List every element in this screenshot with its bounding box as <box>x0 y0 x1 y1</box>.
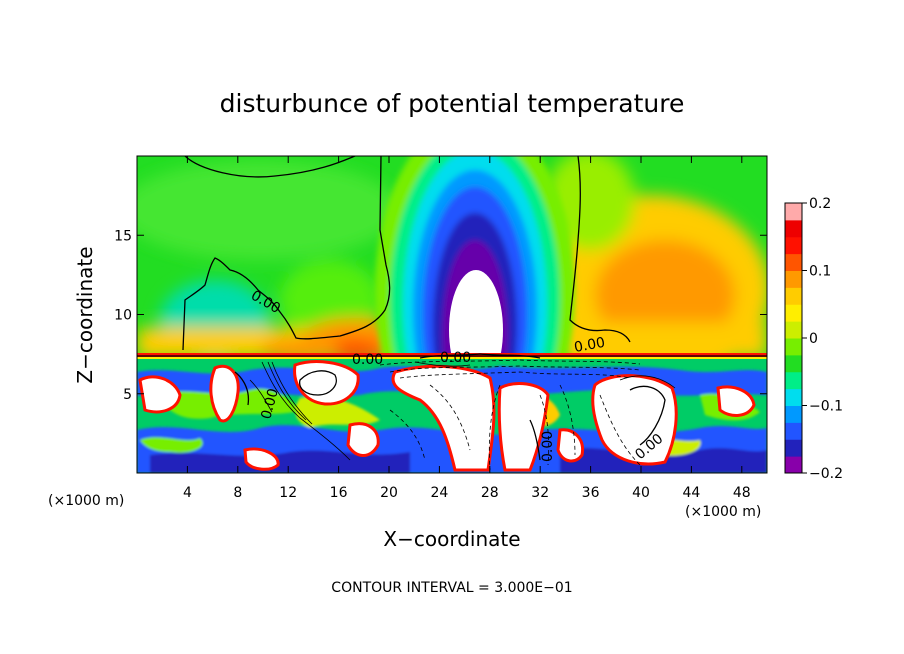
colorbar-swatch <box>785 253 802 271</box>
upper-layer <box>137 156 767 358</box>
x-tick-label: 20 <box>380 485 398 501</box>
colorbar-swatch <box>785 287 802 305</box>
colorbar-swatch <box>785 456 802 474</box>
contour-label: 0.00 <box>573 335 606 356</box>
x-tick-label: 32 <box>531 485 549 501</box>
heatmap-field <box>137 156 767 473</box>
x-tick-label: 40 <box>632 485 650 501</box>
x-tick-label: 8 <box>233 485 242 501</box>
y-axis-label: Z−coordinate <box>73 246 97 383</box>
y-tick-label: 5 <box>123 387 132 403</box>
colorbar-swatch <box>785 388 802 406</box>
contour-label: 0.00 <box>352 352 383 368</box>
x-tick-label: 16 <box>330 485 348 501</box>
colorbar: 0.2 0.1 0 −0.1 −0.2 <box>784 196 843 482</box>
colorbar-swatch <box>785 338 802 356</box>
x-tick-label: 36 <box>582 485 600 501</box>
contour-interval-note: CONTOUR INTERVAL = 3.000E−01 <box>331 580 572 596</box>
colorbar-swatch <box>785 439 802 457</box>
colorbar-swatch <box>785 219 802 238</box>
x-tick-label: 28 <box>481 485 499 501</box>
y-axis: 5 10 15 <box>114 228 767 403</box>
colorbar-tick-label: 0 <box>809 331 818 347</box>
contour-label: 0.00 <box>440 350 471 366</box>
colorbar-swatch <box>785 405 802 423</box>
x-unit-left: (×1000 m) <box>48 493 124 509</box>
x-unit-right: (×1000 m) <box>685 504 761 520</box>
contour-label: 0.00 <box>258 387 282 421</box>
colorbar-tick-label: −0.2 <box>809 466 843 482</box>
zero-contours <box>137 156 767 461</box>
x-tick-label: 24 <box>430 485 448 501</box>
colorbar-swatch <box>785 422 802 440</box>
x-tick-label: 12 <box>279 485 297 501</box>
x-tick-label: 48 <box>733 485 751 501</box>
colorbar-swatch <box>785 371 802 390</box>
y-tick-label: 10 <box>114 308 132 324</box>
y-tick-label: 15 <box>114 228 132 244</box>
colorbar-tick-label: −0.1 <box>809 399 843 415</box>
colorbar-swatch <box>785 304 802 322</box>
lower-layer <box>137 359 767 473</box>
colorbar-tick-label: 0.1 <box>809 264 831 280</box>
x-axis: 4 8 12 16 20 24 28 32 36 40 44 48 <box>183 156 751 501</box>
x-tick-label: 44 <box>682 485 700 501</box>
x-axis-label: X−coordinate <box>383 527 520 551</box>
colorbar-swatch <box>785 321 802 339</box>
colorbar-tick-label: 0.2 <box>809 196 831 212</box>
colorbar-swatch <box>785 236 802 255</box>
negative-contours <box>379 359 641 471</box>
contour-label: 0.00 <box>540 431 556 462</box>
colorbar-swatch <box>785 203 802 221</box>
colorbar-swatch <box>785 270 802 288</box>
colorbar-swatch <box>785 354 802 373</box>
x-tick-label: 4 <box>183 485 192 501</box>
chart-title: disturbunce of potential temperature <box>220 89 685 118</box>
